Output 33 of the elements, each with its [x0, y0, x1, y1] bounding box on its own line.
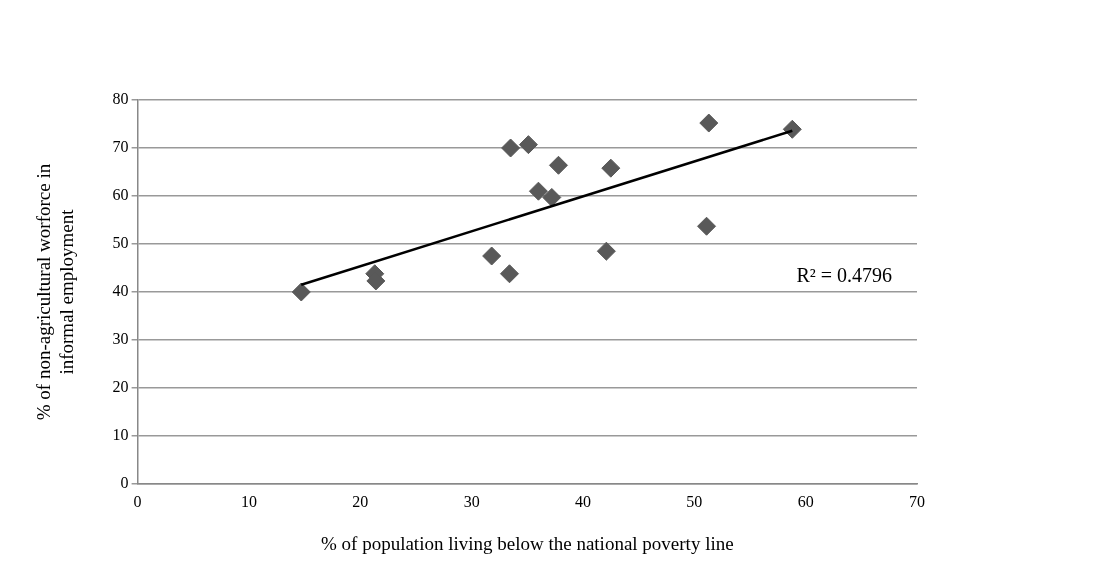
x-tick-label: 70	[909, 492, 925, 510]
x-tick-label: 40	[574, 492, 591, 510]
x-tick-label: 20	[352, 492, 369, 510]
y-tick-label: 20	[112, 378, 129, 396]
point	[596, 241, 616, 261]
point	[782, 119, 802, 139]
point	[528, 181, 548, 201]
x-tick-label: 60	[797, 492, 814, 510]
x-tick-label: 10	[240, 492, 257, 510]
point	[542, 187, 562, 207]
y-tick-label: 40	[112, 282, 129, 300]
x-tick-label: 50	[686, 492, 703, 510]
point	[601, 158, 621, 178]
point	[291, 282, 311, 302]
point	[482, 246, 502, 266]
y-axis-title: % of non-agricultural worforce in informal employment	[33, 163, 78, 421]
y-tick-label: 50	[112, 234, 129, 252]
annotation: R² = 0.4796	[796, 263, 892, 286]
point	[548, 155, 568, 175]
point	[499, 264, 519, 284]
y-tick-label: 70	[112, 138, 129, 156]
y-tick-label: 30	[112, 330, 129, 348]
x-axis-title: % of population living below the national poverty line	[320, 532, 734, 554]
x-tick-label: 0	[133, 492, 142, 510]
y-tick-label: 0	[120, 474, 129, 492]
y-tick-label: 10	[112, 426, 129, 444]
point	[501, 138, 521, 158]
point	[518, 135, 538, 155]
point	[697, 216, 717, 236]
x-tick-label: 30	[463, 492, 480, 510]
y-tick-label: 60	[112, 186, 129, 204]
point	[699, 113, 719, 133]
y-tick-label: 80	[112, 90, 129, 108]
